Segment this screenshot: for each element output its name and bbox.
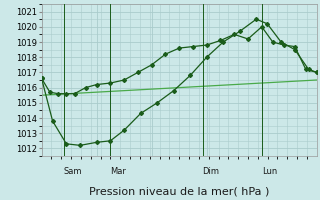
Text: Mar: Mar bbox=[110, 167, 126, 176]
Text: Pression niveau de la mer( hPa ): Pression niveau de la mer( hPa ) bbox=[89, 186, 269, 196]
Text: Sam: Sam bbox=[64, 167, 82, 176]
Text: Dim: Dim bbox=[203, 167, 220, 176]
Text: Lun: Lun bbox=[262, 167, 277, 176]
